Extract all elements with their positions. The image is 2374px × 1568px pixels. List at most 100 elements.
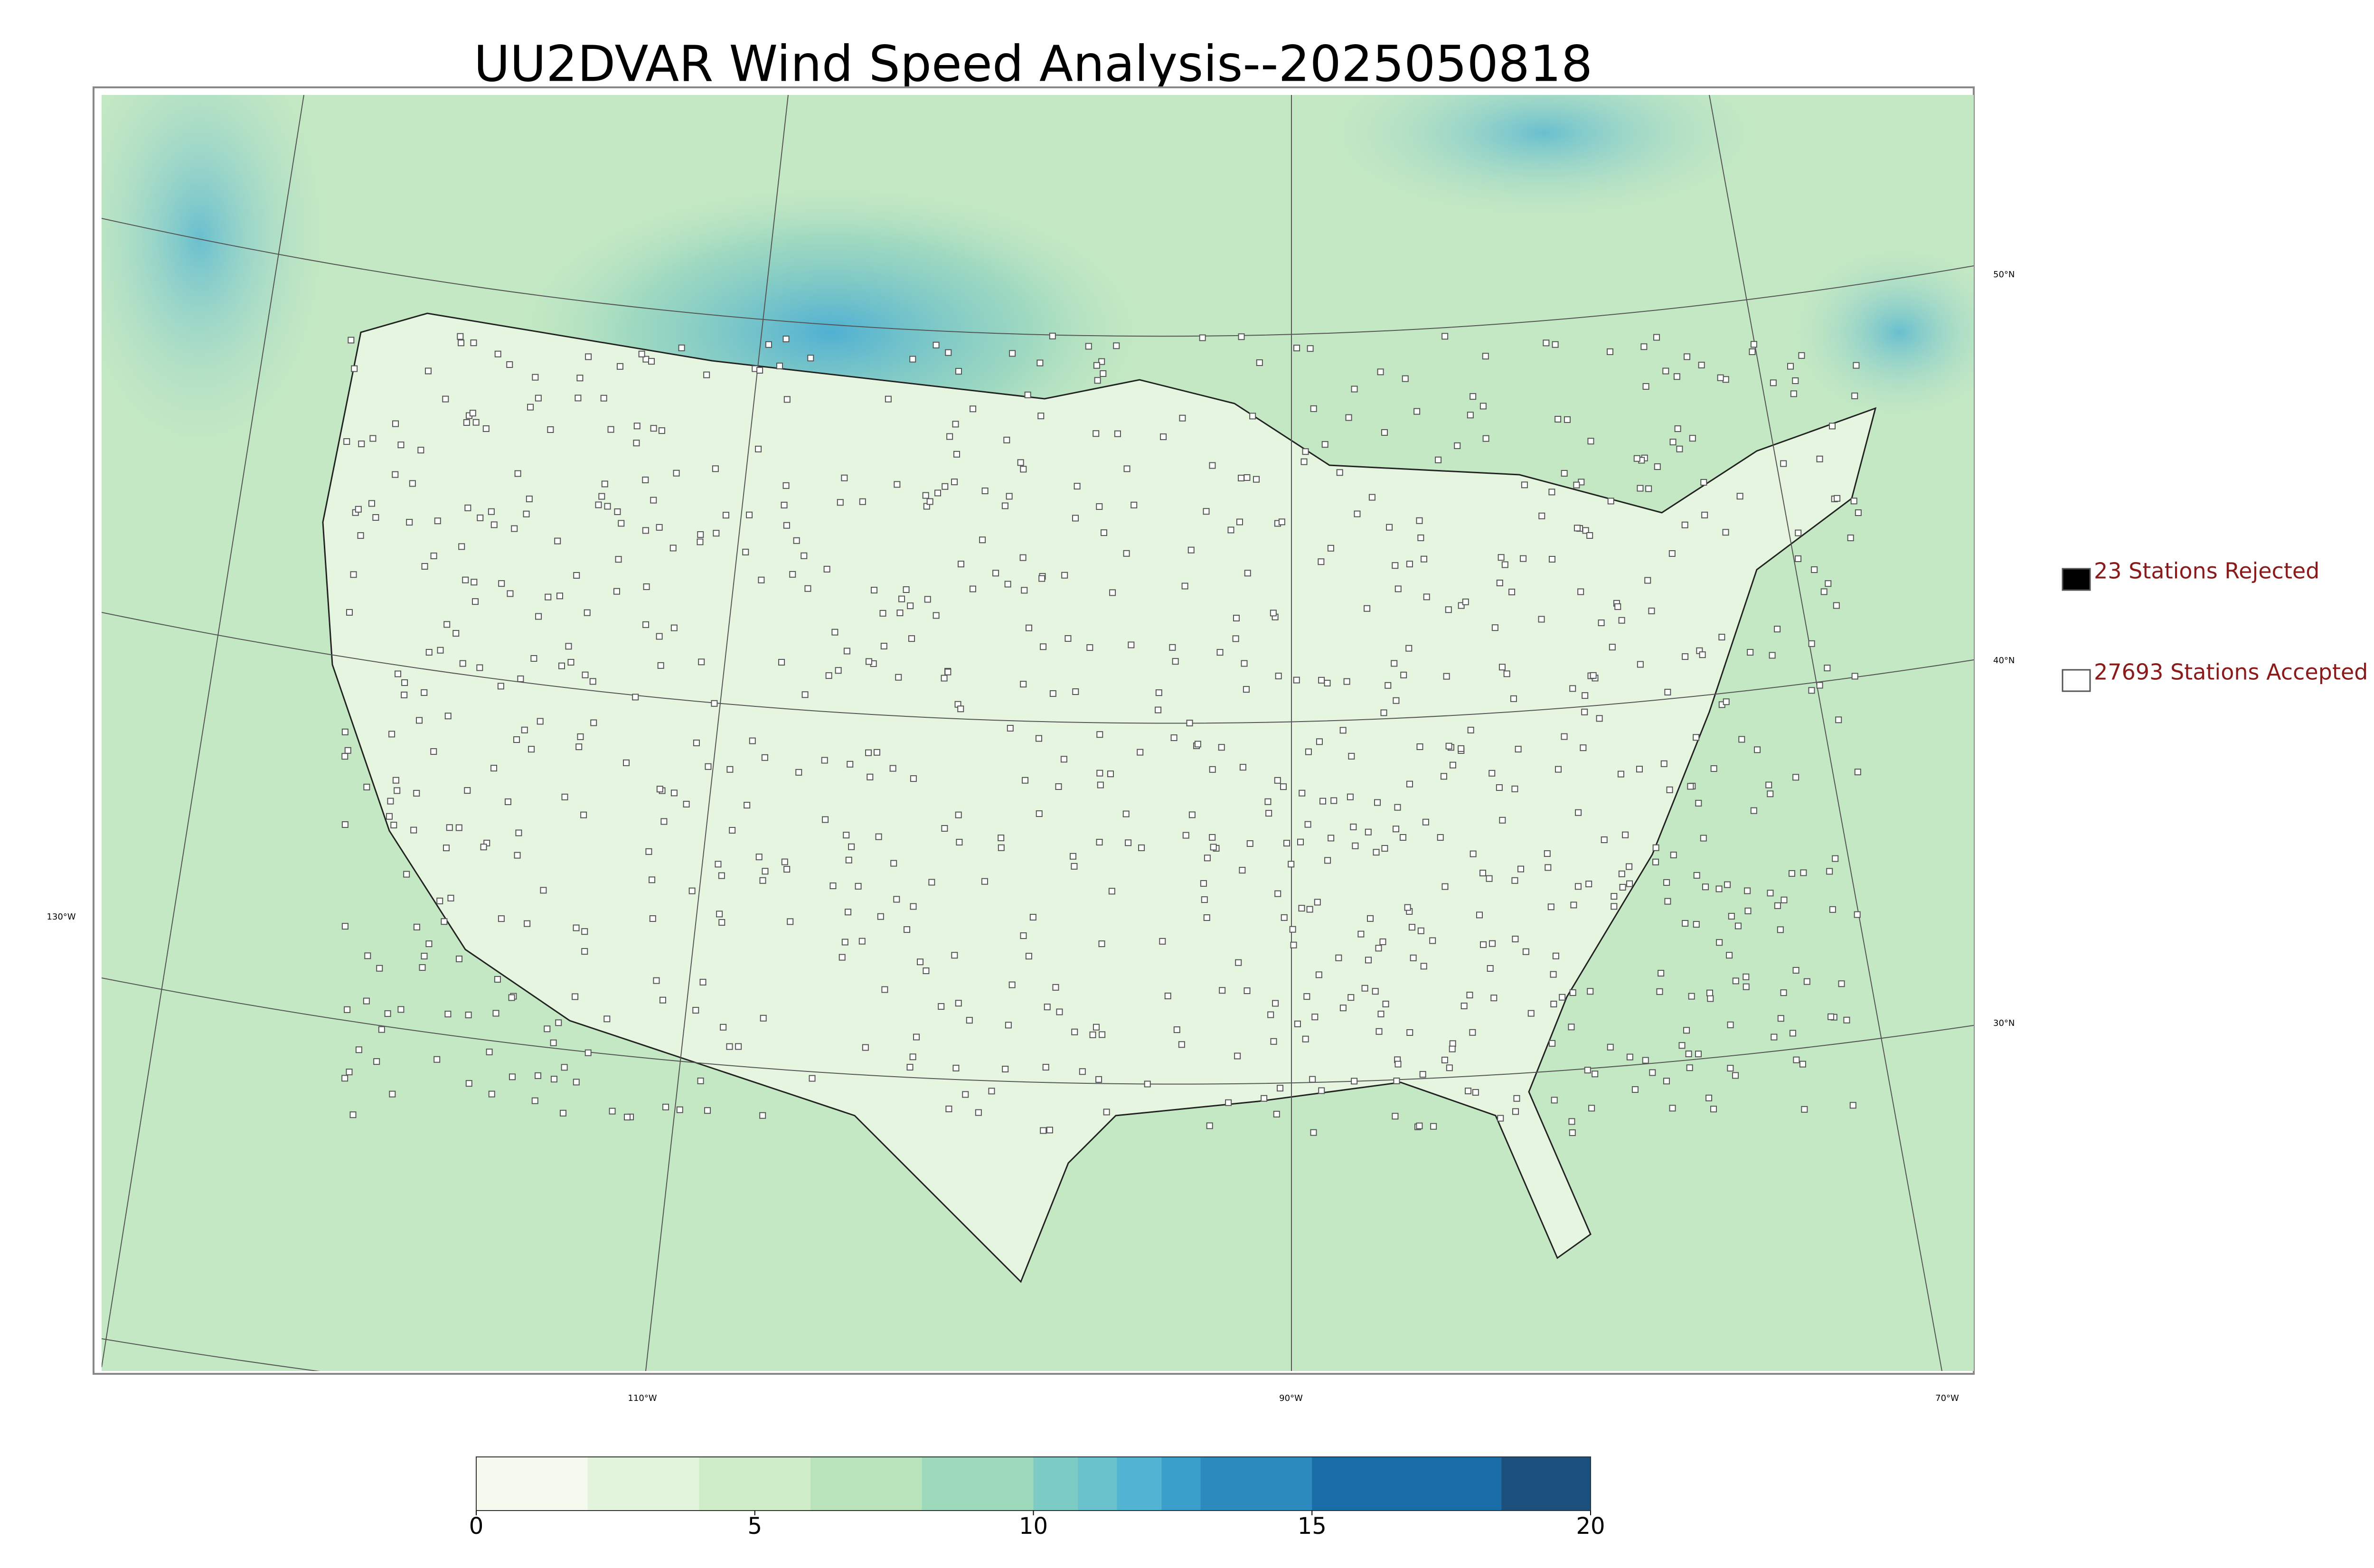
station-marker (341, 728, 349, 735)
station-marker (1682, 653, 1689, 660)
station-marker (506, 361, 513, 368)
station-marker (1025, 953, 1032, 960)
station-marker (1619, 883, 1626, 891)
station-marker (1631, 1086, 1639, 1093)
station-marker (711, 700, 718, 707)
station-marker (1238, 475, 1245, 482)
station-marker (697, 1077, 704, 1084)
station-marker (1824, 665, 1831, 672)
station-marker (801, 552, 808, 559)
station-marker (1573, 525, 1581, 532)
station-marker (567, 659, 575, 666)
station-marker (462, 576, 469, 583)
station-marker (1375, 945, 1382, 952)
station-marker (1441, 1056, 1448, 1063)
station-marker (558, 662, 565, 669)
station-marker (1009, 350, 1016, 357)
station-marker (498, 915, 505, 922)
station-marker (1225, 1099, 1232, 1106)
station-marker (1020, 681, 1027, 688)
station-marker (1686, 1064, 1693, 1071)
station-marker (1007, 724, 1014, 732)
station-marker (1850, 498, 1857, 505)
station-marker (645, 848, 652, 855)
station-marker (720, 1023, 727, 1031)
wind-area (102, 95, 342, 475)
station-marker (1816, 682, 1823, 689)
station-marker (1394, 585, 1402, 592)
station-marker (1209, 766, 1216, 773)
land-outline (322, 312, 1877, 1283)
station-marker (1100, 370, 1107, 377)
station-marker (390, 821, 397, 828)
station-marker (1554, 766, 1562, 773)
station-marker (1469, 1029, 1476, 1036)
station-marker (957, 705, 964, 713)
station-marker (600, 394, 607, 402)
station-marker (718, 872, 725, 879)
station-marker (1249, 413, 1256, 420)
station-marker (944, 668, 951, 676)
station-marker (1513, 1095, 1520, 1102)
station-marker (614, 508, 621, 515)
station-marker (1364, 605, 1371, 612)
station-marker (928, 879, 935, 886)
station-marker (1548, 555, 1555, 563)
station-marker (507, 590, 514, 597)
station-marker (1834, 495, 1841, 502)
station-marker (778, 658, 785, 666)
station-marker (397, 1006, 405, 1013)
station-marker (1042, 1064, 1049, 1071)
station-marker (903, 586, 910, 593)
station-marker (1664, 898, 1671, 905)
station-marker (699, 978, 707, 986)
station-marker (1732, 977, 1739, 985)
station-marker (581, 948, 588, 955)
station-marker (554, 537, 561, 545)
station-marker (1847, 535, 1854, 542)
station-marker (941, 825, 948, 832)
station-marker (1095, 1076, 1102, 1083)
station-marker (823, 565, 830, 573)
station-marker (515, 829, 522, 836)
station-marker (1274, 890, 1281, 897)
station-marker (1445, 606, 1452, 613)
station-marker (1310, 405, 1317, 412)
station-marker (955, 368, 962, 375)
station-marker (1137, 749, 1144, 756)
station-marker (1792, 774, 1799, 781)
station-marker (1244, 987, 1251, 994)
station-marker (1792, 967, 1799, 974)
station-marker (1405, 645, 1413, 652)
station-marker (425, 648, 433, 656)
colorbar-segment (1501, 1457, 1591, 1511)
station-marker (582, 671, 589, 678)
station-marker (1508, 588, 1516, 595)
station-marker (1521, 481, 1528, 488)
station-marker (957, 561, 964, 568)
station-marker (584, 609, 591, 616)
station-marker (464, 504, 471, 511)
station-marker (1238, 333, 1245, 340)
station-marker (793, 537, 800, 544)
station-marker (1811, 566, 1818, 573)
station-marker (1803, 978, 1810, 985)
station-marker (1035, 735, 1042, 742)
station-marker (1479, 403, 1487, 410)
station-marker (1421, 555, 1428, 563)
station-marker (1598, 619, 1605, 626)
station-marker (509, 1073, 516, 1080)
station-marker (421, 689, 428, 696)
station-marker (397, 441, 405, 449)
station-marker (575, 743, 583, 751)
station-marker (565, 643, 572, 650)
station-marker (698, 658, 705, 666)
station-marker (1793, 1056, 1800, 1063)
station-marker (1443, 673, 1450, 680)
station-marker (1416, 517, 1423, 524)
station-marker (403, 871, 410, 878)
station-marker (514, 852, 521, 859)
station-marker (1385, 682, 1392, 689)
station-marker (673, 469, 680, 477)
station-marker (1267, 1011, 1274, 1018)
